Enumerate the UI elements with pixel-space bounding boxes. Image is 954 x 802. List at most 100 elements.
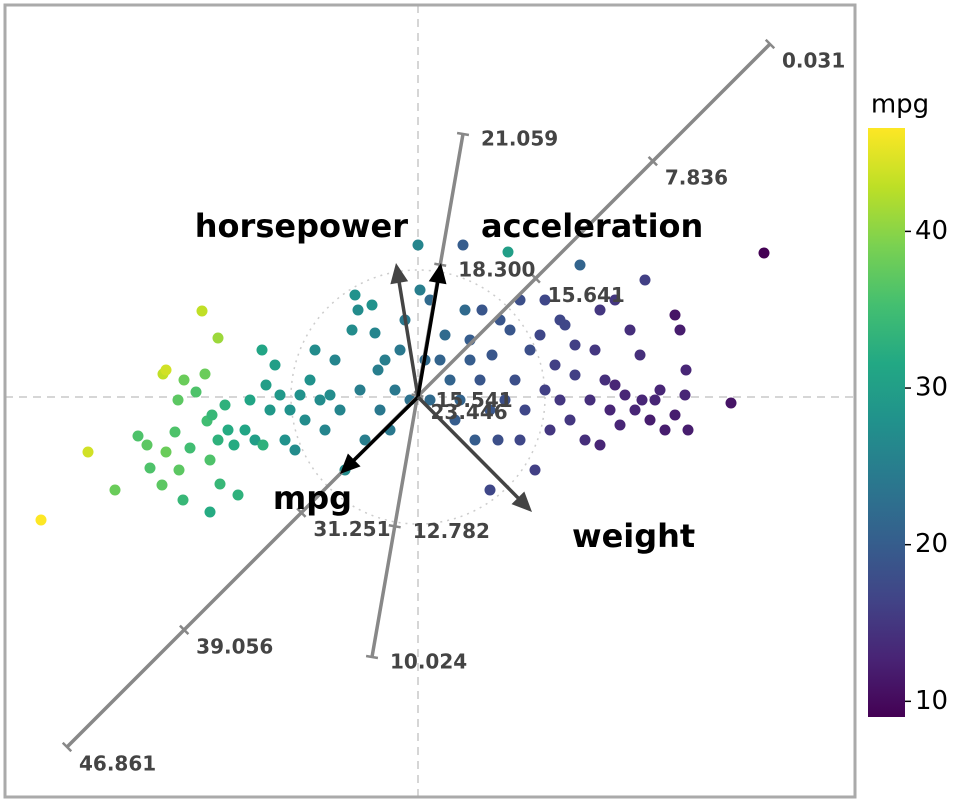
point xyxy=(459,304,471,316)
point xyxy=(260,379,272,391)
point xyxy=(514,434,526,446)
point xyxy=(132,430,144,442)
colorbar xyxy=(868,128,905,717)
point xyxy=(144,462,156,474)
point xyxy=(474,374,486,386)
calibrated-tick-label: 7.836 xyxy=(665,166,728,190)
point xyxy=(589,344,601,356)
point xyxy=(257,439,269,451)
point xyxy=(173,464,185,476)
point xyxy=(389,384,401,396)
point xyxy=(669,409,681,421)
point xyxy=(212,332,224,344)
calibrated-tick xyxy=(365,654,379,660)
point xyxy=(544,424,556,436)
calibrated-tick-label: 31.251 xyxy=(313,517,390,541)
point xyxy=(244,394,256,406)
point xyxy=(594,439,606,451)
point xyxy=(639,274,651,286)
calibrated-tick xyxy=(61,741,73,753)
point xyxy=(449,414,461,426)
calibrated-tick xyxy=(647,156,658,167)
arrow-head xyxy=(428,263,447,285)
point xyxy=(349,289,361,301)
point xyxy=(274,389,286,401)
point xyxy=(554,314,566,326)
point xyxy=(539,384,551,396)
loading-label: mpg xyxy=(273,479,352,517)
point xyxy=(299,414,311,426)
point xyxy=(249,434,261,446)
calibrated-tick xyxy=(456,131,470,137)
point xyxy=(222,424,234,436)
point xyxy=(359,434,371,446)
point xyxy=(564,414,576,426)
point xyxy=(584,394,596,406)
point xyxy=(649,394,661,406)
point xyxy=(264,404,276,416)
point xyxy=(366,299,378,311)
point xyxy=(680,364,692,376)
calibrated-tick-label: 21.059 xyxy=(481,127,558,151)
point xyxy=(35,514,47,526)
point xyxy=(160,446,172,458)
point xyxy=(324,389,336,401)
loading-label: horsepower xyxy=(195,207,408,245)
point xyxy=(609,294,621,306)
point xyxy=(502,246,514,258)
calibrated-tick-label: 12.782 xyxy=(413,519,490,543)
point xyxy=(414,284,426,296)
point xyxy=(279,434,291,446)
point xyxy=(284,404,296,416)
point xyxy=(169,426,181,438)
point xyxy=(579,434,591,446)
point xyxy=(314,394,326,406)
calibrated-tick-label: 39.056 xyxy=(196,634,273,658)
point xyxy=(352,304,364,316)
point xyxy=(614,419,626,431)
point xyxy=(659,424,671,436)
point xyxy=(196,305,208,317)
point xyxy=(172,394,184,406)
point xyxy=(569,339,581,351)
point xyxy=(289,444,301,456)
point xyxy=(369,327,381,339)
point xyxy=(239,424,251,436)
point xyxy=(412,239,424,251)
point xyxy=(725,397,737,409)
loading-arrow xyxy=(416,395,524,504)
point xyxy=(509,374,521,386)
point xyxy=(529,464,541,476)
point xyxy=(334,404,346,416)
calibrated-tick-label: 15.541 xyxy=(435,388,512,412)
point xyxy=(394,344,406,356)
point xyxy=(629,404,641,416)
point xyxy=(309,344,321,356)
point xyxy=(374,404,386,416)
point xyxy=(682,424,694,436)
point xyxy=(636,394,648,406)
point xyxy=(609,379,621,391)
point xyxy=(141,439,153,451)
point xyxy=(439,329,451,341)
point xyxy=(644,414,656,426)
point xyxy=(469,434,481,446)
correlation-circle xyxy=(290,269,546,525)
point xyxy=(679,389,691,401)
calibrated-tick-label: 23.446 xyxy=(431,400,508,424)
point xyxy=(519,404,531,416)
point xyxy=(160,364,172,376)
calibrated-tick xyxy=(764,38,776,50)
loading-arrow xyxy=(348,395,420,466)
colorbar-tick-label: 40 xyxy=(915,216,948,246)
calibrated-tick xyxy=(530,273,541,284)
point xyxy=(654,384,666,396)
loading-label: weight xyxy=(572,517,695,555)
point xyxy=(199,368,211,380)
calibrated-tick-label: 0.031 xyxy=(782,49,845,73)
point xyxy=(554,394,566,406)
colorbar-title: mpg xyxy=(871,90,929,120)
point xyxy=(484,404,496,416)
calibrated-tick-label: 15.641 xyxy=(548,283,625,307)
